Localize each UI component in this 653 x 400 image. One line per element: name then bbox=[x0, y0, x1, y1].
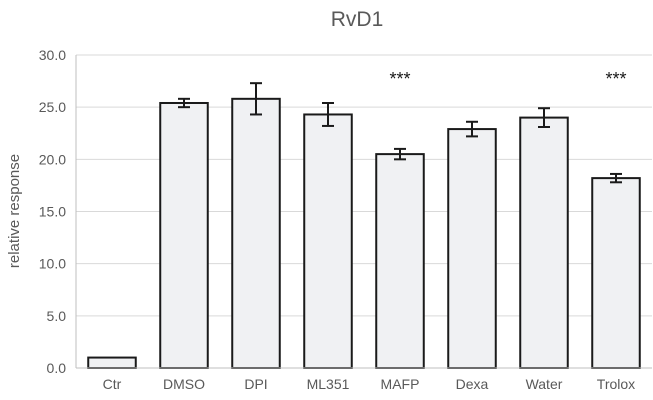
bar-trolox bbox=[591, 177, 641, 369]
bar-ctr bbox=[87, 356, 137, 370]
bar-ml351 bbox=[303, 113, 353, 369]
x-tick-label: Dexa bbox=[456, 376, 489, 392]
chart-title: RvD1 bbox=[331, 8, 384, 31]
error-bar-trolox bbox=[610, 172, 622, 184]
error-bar-dmso bbox=[178, 97, 190, 109]
y-tick-label: 10.0 bbox=[39, 256, 66, 272]
bar-dexa bbox=[447, 128, 497, 369]
y-tick-label: 15.0 bbox=[39, 204, 66, 220]
x-tick-label: DPI bbox=[244, 376, 267, 392]
bar-water bbox=[519, 116, 569, 369]
error-bar-dexa bbox=[466, 120, 478, 138]
significance-marker: *** bbox=[389, 69, 410, 89]
error-bar-dpi bbox=[250, 82, 262, 116]
bar-mafp bbox=[375, 153, 425, 369]
bars bbox=[87, 97, 641, 370]
error-bar-ml351 bbox=[322, 101, 334, 127]
x-tick-label: Trolox bbox=[597, 376, 635, 392]
y-tick-label: 30.0 bbox=[39, 47, 66, 63]
x-tick-label: ML351 bbox=[307, 376, 350, 392]
x-tick-label: DMSO bbox=[163, 376, 205, 392]
error-bar-mafp bbox=[394, 147, 406, 161]
y-tick-label: 25.0 bbox=[39, 99, 66, 115]
y-axis-label: relative response bbox=[6, 154, 23, 268]
error-bar-water bbox=[538, 107, 550, 128]
x-tick-labels: Ctr DMSO DPI ML351 MAFP Dexa Water Trolox bbox=[103, 376, 636, 392]
y-tick-labels: 0.0 5.0 10.0 15.0 20.0 25.0 30.0 bbox=[39, 47, 66, 376]
x-tick-label: Water bbox=[526, 376, 563, 392]
x-tick-label: MAFP bbox=[381, 376, 420, 392]
y-tick-label: 0.0 bbox=[47, 360, 67, 376]
y-tick-label: 20.0 bbox=[39, 151, 66, 167]
significance-marker: *** bbox=[605, 69, 626, 89]
error-bars bbox=[178, 82, 622, 184]
x-tick-label: Ctr bbox=[103, 376, 122, 392]
significance-annotations: *** *** bbox=[389, 69, 626, 89]
bar-dpi bbox=[231, 97, 281, 369]
bar-dmso bbox=[159, 101, 209, 369]
y-tick-label: 5.0 bbox=[47, 308, 67, 324]
